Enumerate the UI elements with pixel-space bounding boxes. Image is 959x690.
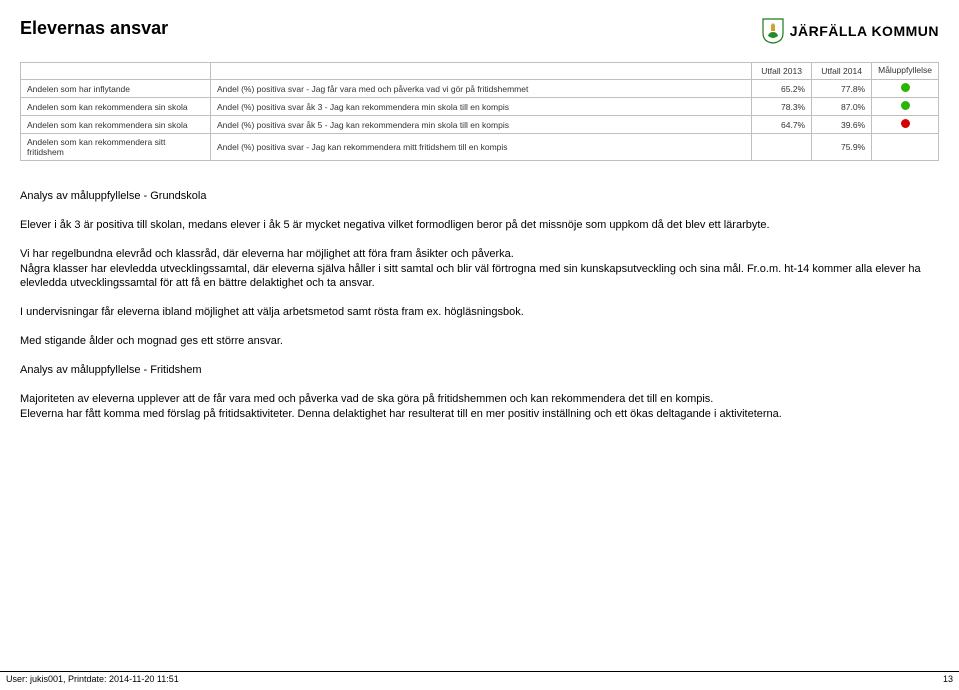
- row-metric: Andel (%) positiva svar åk 3 - Jag kan r…: [211, 98, 752, 116]
- analysis-p2: Vi har regelbundna elevråd och klassråd,…: [20, 247, 939, 292]
- analysis-p5: Majoriteten av eleverna upplever att de …: [20, 392, 939, 422]
- table-row: Andelen som har inflytandeAndel (%) posi…: [21, 80, 939, 98]
- status-dot-icon: [901, 83, 910, 92]
- page-footer: User: jukis001, Printdate: 2014-11-20 11…: [0, 671, 959, 684]
- th-2013: Utfall 2013: [752, 63, 812, 80]
- table-row: Andelen som kan rekommendera sin skolaAn…: [21, 116, 939, 134]
- table-row: Andelen som kan rekommendera sitt fritid…: [21, 134, 939, 161]
- brand-logo: JÄRFÄLLA KOMMUN: [762, 18, 939, 44]
- status-dot-icon: [901, 119, 910, 128]
- row-2013: 64.7%: [752, 116, 812, 134]
- row-2014: 39.6%: [812, 116, 872, 134]
- shield-icon: [762, 18, 784, 44]
- footer-printinfo: User: jukis001, Printdate: 2014-11-20 11…: [6, 674, 179, 684]
- row-2013: 65.2%: [752, 80, 812, 98]
- results-table: Utfall 2013 Utfall 2014 Måluppfyllelse A…: [20, 62, 939, 161]
- row-status: [872, 116, 939, 134]
- page-title: Elevernas ansvar: [20, 18, 168, 39]
- row-2013: [752, 134, 812, 161]
- row-metric: Andel (%) positiva svar - Jag kan rekomm…: [211, 134, 752, 161]
- row-2014: 87.0%: [812, 98, 872, 116]
- row-status: [872, 98, 939, 116]
- analysis-p3: I undervisningar får eleverna ibland möj…: [20, 305, 939, 320]
- analysis-p1: Elever i åk 3 är positiva till skolan, m…: [20, 218, 939, 233]
- row-label: Andelen som har inflytande: [21, 80, 211, 98]
- brand-text: JÄRFÄLLA KOMMUN: [790, 23, 939, 39]
- row-label: Andelen som kan rekommendera sitt fritid…: [21, 134, 211, 161]
- th-goal: Måluppfyllelse: [872, 63, 939, 80]
- th-blank-2: [211, 63, 752, 80]
- footer-page-number: 13: [943, 674, 953, 684]
- row-metric: Andel (%) positiva svar åk 5 - Jag kan r…: [211, 116, 752, 134]
- row-label: Andelen som kan rekommendera sin skola: [21, 98, 211, 116]
- th-2014: Utfall 2014: [812, 63, 872, 80]
- row-2014: 77.8%: [812, 80, 872, 98]
- table-row: Andelen som kan rekommendera sin skolaAn…: [21, 98, 939, 116]
- row-label: Andelen som kan rekommendera sin skola: [21, 116, 211, 134]
- analysis-heading-grundskola: Analys av måluppfyllelse - Grundskola: [20, 189, 939, 204]
- row-2014: 75.9%: [812, 134, 872, 161]
- analysis-section: Analys av måluppfyllelse - Grundskola El…: [20, 189, 939, 421]
- analysis-p4: Med stigande ålder och mognad ges ett st…: [20, 334, 939, 349]
- row-metric: Andel (%) positiva svar - Jag får vara m…: [211, 80, 752, 98]
- status-dot-icon: [901, 101, 910, 110]
- row-status: [872, 80, 939, 98]
- table-header-row: Utfall 2013 Utfall 2014 Måluppfyllelse: [21, 63, 939, 80]
- row-status: [872, 134, 939, 161]
- analysis-heading-fritidshem: Analys av måluppfyllelse - Fritidshem: [20, 363, 939, 378]
- th-blank-1: [21, 63, 211, 80]
- row-2013: 78.3%: [752, 98, 812, 116]
